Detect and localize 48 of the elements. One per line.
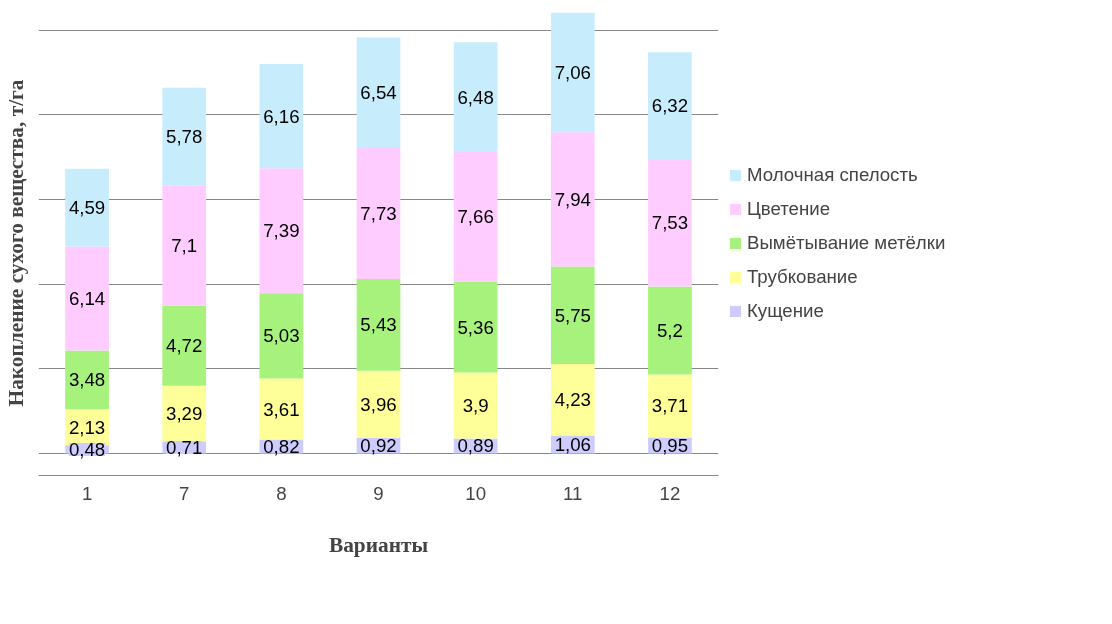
data-label: 7,06 — [554, 61, 591, 83]
x-tick-label: 7 — [179, 482, 190, 504]
data-label: 3,29 — [166, 403, 203, 425]
x-tick-label: 11 — [563, 482, 583, 504]
data-label: 7,73 — [360, 203, 397, 225]
data-label: 7,94 — [554, 188, 591, 210]
data-label: 0,89 — [457, 435, 494, 457]
data-label: 6,14 — [68, 287, 106, 309]
x-tick-label: 12 — [659, 482, 681, 504]
data-label: 5,2 — [656, 320, 683, 342]
data-label: 6,54 — [360, 82, 397, 104]
legend-label: Молочная спелость — [747, 163, 918, 186]
data-label: 5,78 — [166, 126, 203, 148]
data-label: 3,71 — [651, 395, 689, 417]
y-axis-title: Накопление сухого вещества, т/га — [3, 79, 28, 407]
data-label: 4,72 — [166, 335, 203, 357]
data-label: 1,06 — [554, 433, 591, 455]
data-label: 3,48 — [68, 369, 106, 391]
x-tick-label: 1 — [81, 482, 93, 504]
data-label: 6,16 — [263, 105, 300, 127]
x-tick-label: 8 — [276, 482, 287, 504]
legend-label: Вымётывание метёлки — [747, 231, 946, 254]
data-label: 7,66 — [457, 206, 494, 228]
x-tick-label: 9 — [373, 482, 384, 504]
data-label: 5,75 — [554, 304, 591, 326]
data-label: 3,61 — [263, 398, 300, 420]
data-label: 6,48 — [457, 86, 494, 108]
legend-label: Кущение — [747, 299, 824, 322]
data-label: 7,53 — [651, 212, 689, 234]
data-label: 3,9 — [462, 394, 489, 416]
x-axis-title: Варианты — [328, 532, 429, 557]
data-label: 6,32 — [651, 95, 689, 117]
data-label: 5,43 — [360, 314, 397, 336]
data-label: 0,82 — [263, 436, 300, 458]
legend-label: Трубкование — [747, 265, 858, 288]
data-label: 0,71 — [166, 436, 203, 458]
data-label: 3,96 — [360, 393, 397, 415]
legend-label: Цветение — [747, 197, 831, 220]
data-label: 0,95 — [651, 434, 689, 456]
data-label: 7,39 — [263, 220, 300, 242]
data-label: 5,03 — [263, 325, 300, 347]
data-label: 7,1 — [171, 235, 198, 257]
data-label: 5,36 — [457, 316, 494, 338]
data-label: 0,92 — [360, 435, 397, 457]
data-label: 4,23 — [554, 389, 591, 411]
x-tick-label: 10 — [465, 482, 487, 504]
data-label: 4,59 — [68, 197, 106, 219]
data-label: 2,13 — [68, 416, 106, 438]
